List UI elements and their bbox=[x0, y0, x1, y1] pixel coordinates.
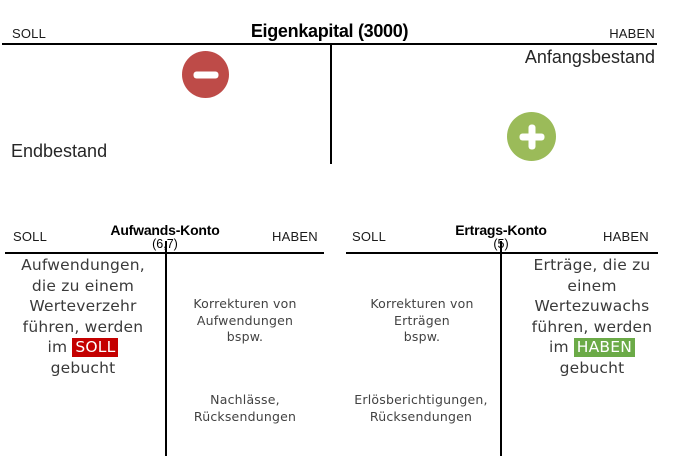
ertrag-haben-label: HABEN bbox=[603, 229, 649, 244]
ertrag-debit-block2: Erlösberichtigungen, Rücksendungen bbox=[342, 392, 500, 425]
aufwand-subtitle: (6,7) bbox=[5, 238, 325, 251]
text-line: Rücksendungen bbox=[369, 408, 473, 424]
ertrag-credit-text: Erträge, die zu einem Wertezuwachs führe… bbox=[502, 255, 682, 378]
ertrag-top-line bbox=[346, 252, 658, 254]
text-line: bspw. bbox=[226, 329, 264, 344]
text-line: einem bbox=[567, 276, 617, 295]
aufwand-soll-label: SOLL bbox=[13, 229, 48, 244]
text-line: gebucht bbox=[559, 358, 625, 377]
text-line-highlighted: im SOLL bbox=[3, 337, 163, 358]
haben-highlight: HABEN bbox=[573, 338, 636, 357]
ertrag-title: Ertrags-Konto bbox=[455, 222, 547, 238]
text-line: führen, werden bbox=[531, 317, 653, 336]
text-line: Korrekturen von bbox=[370, 296, 474, 311]
aufwand-debit-text: Aufwendungen, die zu einem Werteverzehr … bbox=[3, 255, 163, 378]
text-line: Erlösberichtigungen, bbox=[354, 392, 488, 407]
eigenkapital-title: Eigenkapital (3000) bbox=[250, 21, 409, 41]
text-line: Erträge, die zu bbox=[533, 256, 651, 274]
minus-icon bbox=[182, 51, 229, 98]
im-word: im bbox=[548, 338, 569, 356]
plus-icon bbox=[507, 112, 556, 161]
text-line: führen, werden bbox=[22, 317, 144, 336]
ertrag-debit-block1: Korrekturen von Erträgen bspw. bbox=[346, 296, 498, 346]
ertrag-divider-line bbox=[500, 241, 502, 456]
eigenkapital-top-line bbox=[2, 43, 657, 45]
plus-icon-vbar bbox=[528, 124, 535, 149]
soll-highlight: SOLL bbox=[72, 338, 119, 357]
aufwand-top-line bbox=[5, 252, 324, 254]
text-line: Erträgen bbox=[394, 312, 450, 328]
text-line: Werteverzehr bbox=[29, 297, 137, 315]
endbestand-label: Endbestand bbox=[11, 141, 108, 161]
aufwand-credit-block2: Nachlässe, Rücksendungen bbox=[167, 392, 323, 425]
eigenkapital-soll-label: SOLL bbox=[12, 26, 47, 41]
im-word: im bbox=[47, 338, 68, 356]
anfangsbestand-label: Anfangsbestand bbox=[524, 47, 655, 67]
aufwand-divider-line bbox=[165, 241, 167, 456]
text-line-highlighted: im HABEN bbox=[502, 337, 682, 358]
text-line: Aufwendungen bbox=[196, 312, 294, 328]
text-line: gebucht bbox=[50, 358, 116, 377]
aufwand-haben-label: HABEN bbox=[272, 229, 318, 244]
text-line: Wertezuwachs bbox=[534, 297, 650, 315]
text-line: Rücksendungen bbox=[193, 408, 297, 424]
aufwand-title: Aufwands-Konto bbox=[110, 222, 220, 238]
ertrag-soll-label: SOLL bbox=[352, 229, 387, 244]
aufwand-title-block: Aufwands-Konto (6,7) bbox=[5, 223, 325, 251]
minus-icon-bar bbox=[193, 71, 218, 78]
eigenkapital-haben-label: HABEN bbox=[609, 26, 655, 41]
text-line: Korrekturen von bbox=[193, 296, 297, 311]
text-line: die zu einem bbox=[31, 276, 135, 295]
text-line: bspw. bbox=[403, 329, 441, 344]
text-line: Aufwendungen, bbox=[21, 256, 145, 274]
aufwand-credit-block1: Korrekturen von Aufwendungen bspw. bbox=[167, 296, 323, 346]
text-line: Nachlässe, bbox=[210, 392, 280, 407]
eigenkapital-divider-line bbox=[330, 45, 332, 164]
